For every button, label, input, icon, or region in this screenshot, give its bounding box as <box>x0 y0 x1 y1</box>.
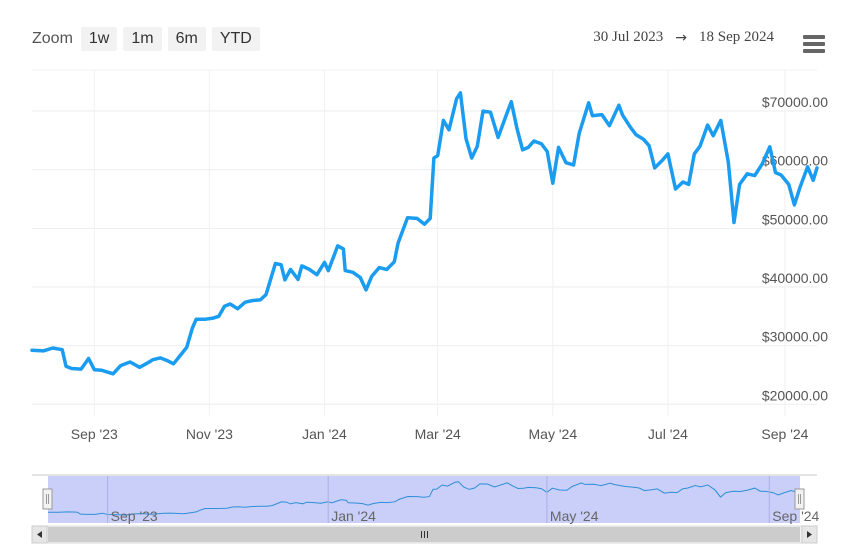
series-line <box>30 91 819 376</box>
x-tick-label: Jan '24 <box>302 426 347 442</box>
zoom-6m-button[interactable]: 6m <box>167 27 206 51</box>
x-axis-labels: Sep '23 Nov '23 Jan '24 Mar '24 May '24 Jul '… <box>71 426 809 442</box>
y-axis-labels: $20000.00 $30000.00 $40000.00 $50000.00 $600… <box>762 94 828 403</box>
scroll-left-button[interactable] <box>31 525 48 544</box>
navigator-tick-label: Sep '24 <box>772 508 819 524</box>
navigator-selection[interactable] <box>48 476 800 523</box>
chart-grid <box>32 69 817 416</box>
scrollbar[interactable] <box>31 525 818 544</box>
zoom-1m-button[interactable]: 1m <box>123 27 162 51</box>
navigator-tick-label: Sep '23 <box>111 508 158 524</box>
scroll-left-icon <box>37 531 42 538</box>
y-tick-label: $40000.00 <box>762 270 828 286</box>
x-tick-label: Sep '24 <box>761 426 808 442</box>
zoom-ytd-button[interactable]: YTD <box>211 27 260 51</box>
y-tick-label: $60000.00 <box>762 153 828 169</box>
navigator-axis-labels: Sep '23 Jan '24 May '24 Sep '24 <box>107 476 820 524</box>
navigator-series-line <box>47 481 801 516</box>
scroll-right-icon <box>807 531 812 538</box>
y-tick-label: $70000.00 <box>762 94 828 110</box>
range-from-date[interactable]: 30 Jul 2023 <box>593 29 664 45</box>
y-tick-label: $30000.00 <box>762 329 828 345</box>
x-tick-label: Mar '24 <box>415 426 461 442</box>
x-tick-label: May '24 <box>529 426 578 442</box>
scroll-right-button[interactable] <box>801 525 818 544</box>
navigator-left-handle[interactable] <box>42 488 53 510</box>
zoom-1w-button[interactable]: 1w <box>80 27 118 51</box>
x-tick-label: Nov '23 <box>186 426 233 442</box>
zoom-label: Zoom <box>32 30 73 47</box>
navigator-right-handle[interactable] <box>794 488 805 510</box>
zoom-bar: Zoom 1w 1m 6m YTD <box>32 26 266 52</box>
x-tick-label: Sep '23 <box>71 426 118 442</box>
range-arrow-icon: → <box>675 29 687 46</box>
range-to-date[interactable]: 18 Sep 2024 <box>699 29 774 45</box>
y-tick-label: $20000.00 <box>762 387 828 403</box>
navigator-tick-label: May '24 <box>550 508 599 524</box>
navigator-tick-label: Jan '24 <box>331 508 376 524</box>
date-range: 30 Jul 2023 → 18 Sep 2024 <box>593 29 774 46</box>
x-tick-label: Jul '24 <box>648 426 688 442</box>
hamburger-menu-icon[interactable] <box>803 35 825 53</box>
navigator: Sep '23 Jan '24 May '24 Sep '24 <box>32 474 820 524</box>
y-tick-label: $50000.00 <box>762 211 828 227</box>
